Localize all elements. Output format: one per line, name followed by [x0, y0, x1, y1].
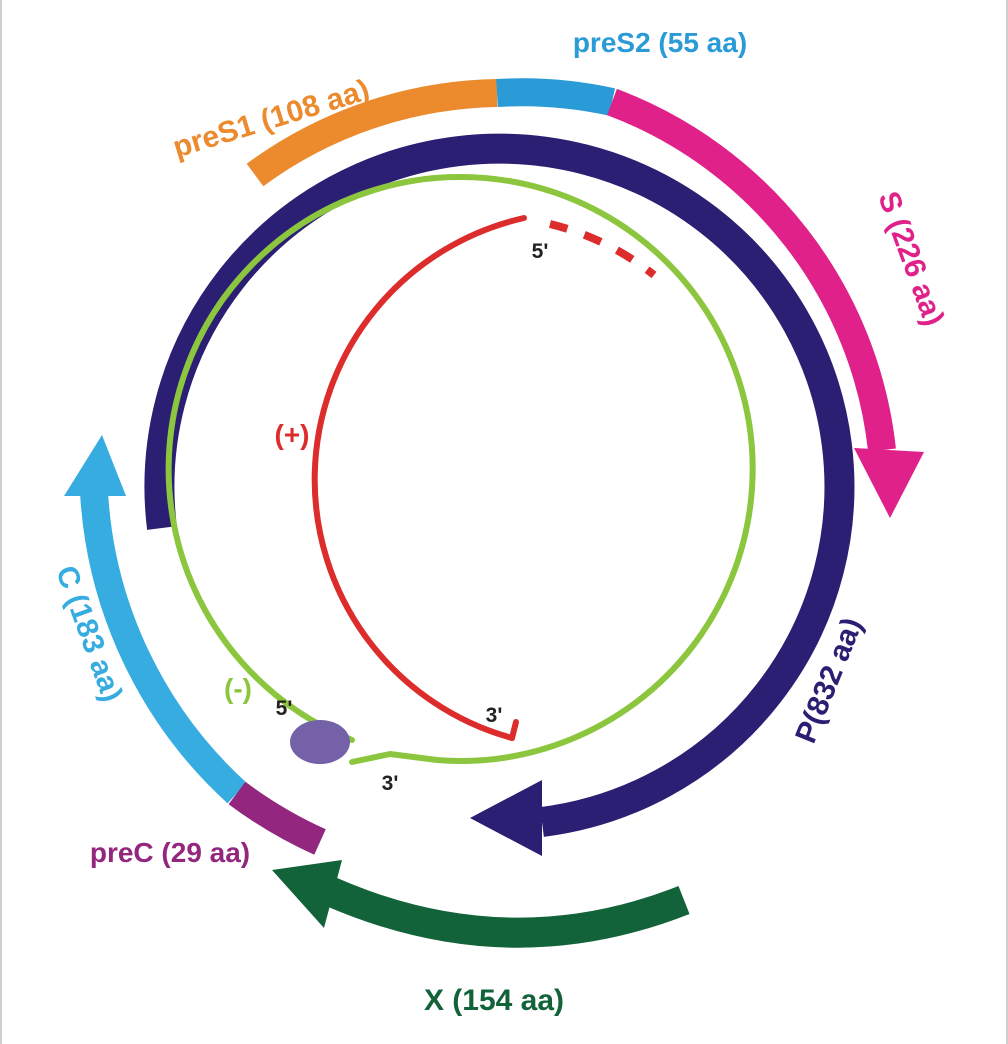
preC-label: preC (29 aa)	[90, 837, 250, 868]
preC-arc	[228, 781, 326, 855]
S-label: S (226 aa)	[871, 187, 950, 330]
minus-strand-5prime: 5'	[276, 697, 293, 720]
X-label: X (154 aa)	[424, 984, 564, 1017]
minus-strand-label: (-)	[224, 673, 252, 704]
preS2-label: preS2 (55 aa)	[573, 27, 747, 58]
C-arrowhead	[64, 435, 126, 496]
plus-strand-5prime: 5'	[532, 240, 549, 263]
X-arrowhead	[272, 860, 342, 928]
S-arrowhead	[854, 448, 924, 518]
X-arc	[320, 876, 690, 948]
S-arc	[607, 88, 896, 452]
plus-strand-gap	[549, 220, 657, 279]
P-arrowhead	[470, 780, 542, 856]
minus-strand-3prime: 3'	[382, 772, 399, 795]
primer-protein	[290, 720, 350, 764]
plus-strand-3prime: 3'	[486, 704, 503, 727]
preS1-arc	[246, 79, 498, 187]
preS2-arc	[496, 78, 615, 116]
plus-strand-label: (+)	[275, 419, 310, 450]
plus-strand	[311, 215, 527, 741]
C-arc	[80, 491, 247, 804]
plus-strand-tail	[509, 719, 519, 741]
P-arc	[144, 133, 855, 837]
minus-strand	[165, 173, 756, 765]
